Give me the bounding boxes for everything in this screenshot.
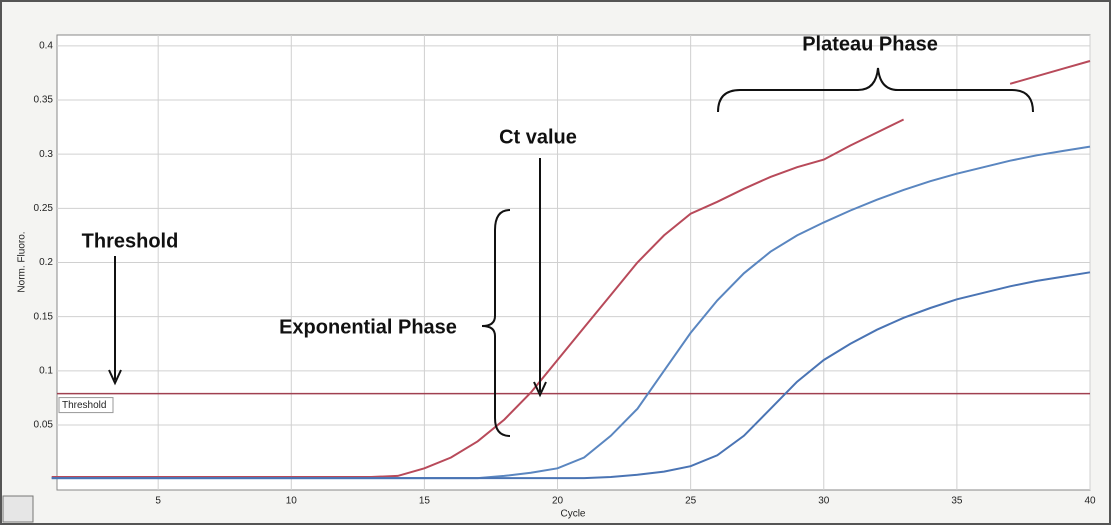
- y-tick-label: 0.2: [39, 257, 53, 268]
- x-axis-label: Cycle: [560, 509, 585, 520]
- y-axis-label: Norm. Fluoro.: [17, 231, 28, 292]
- arrow-head: [533, 381, 547, 398]
- x-tick-label: 10: [286, 496, 298, 507]
- threshold-label: Threshold: [62, 400, 106, 411]
- threshold-box: [58, 397, 114, 414]
- x-tick-label: 40: [1084, 496, 1096, 507]
- y-tick-label: 0.4: [39, 40, 53, 51]
- x-tick-label: 15: [419, 496, 431, 507]
- series-line: [51, 271, 1091, 480]
- annotation: Exponential Phase: [279, 316, 457, 338]
- x-tick-label: 5: [155, 496, 161, 507]
- y-tick-label: 0.35: [34, 95, 54, 106]
- y-tick-label: 0.1: [39, 365, 53, 376]
- y-tick-label: 0.05: [34, 420, 54, 431]
- annotation: Ct value: [499, 126, 577, 148]
- series-line: [51, 60, 1091, 478]
- x-tick-label: 20: [552, 496, 564, 507]
- y-tick-label: 0.25: [34, 203, 54, 214]
- tool-button[interactable]: [2, 495, 34, 523]
- bracket: [481, 209, 511, 437]
- annotation: Plateau Phase: [802, 33, 938, 55]
- marks: [51, 35, 1091, 490]
- bracket: [717, 67, 1034, 113]
- y-tick-label: 0.15: [34, 311, 54, 322]
- x-tick-label: 25: [685, 496, 697, 507]
- y-tick-label: 0.3: [39, 149, 53, 160]
- annotation: Threshold: [82, 230, 179, 252]
- x-tick-label: 35: [951, 496, 963, 507]
- arrow-head: [108, 369, 122, 386]
- x-tick-label: 30: [818, 496, 830, 507]
